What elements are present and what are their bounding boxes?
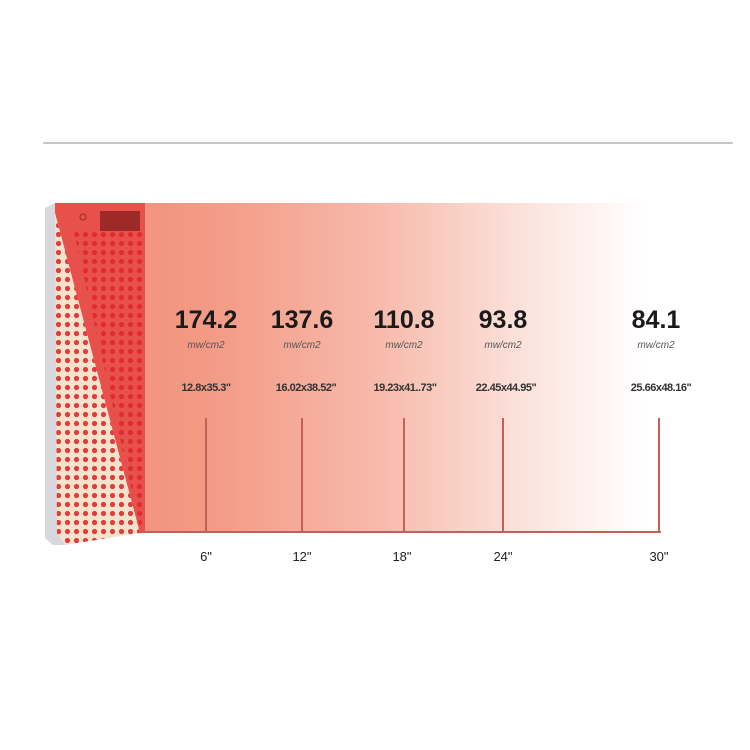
distance-label: 12": [292, 549, 312, 564]
irradiance-value: 174.2: [174, 306, 238, 334]
distance-marker-6: [205, 418, 207, 533]
irradiance-unit: mw/cm2: [385, 340, 423, 351]
distance-marker-18: [403, 418, 405, 533]
irradiance-value: 137.6: [270, 306, 334, 334]
coverage-area: 16.02x38.52": [275, 382, 337, 394]
distance-label: 30": [649, 549, 669, 564]
distance-marker-30: [658, 418, 660, 533]
distance-label: 6": [200, 549, 212, 564]
distance-marker-24: [502, 418, 504, 533]
irradiance-unit: mw/cm2: [637, 340, 675, 351]
irradiance-value: 110.8: [373, 306, 435, 334]
irradiance-value: 84.1: [631, 306, 681, 334]
distance-marker-12: [301, 418, 303, 533]
coverage-area: 12.8x35.3": [181, 382, 231, 394]
red-light-panel-device: [45, 203, 145, 545]
coverage-area: 25.66x48.16": [630, 382, 692, 394]
distance-label: 24": [493, 549, 513, 564]
irradiance-unit: mw/cm2: [283, 340, 321, 351]
light-gradient-panel: [55, 203, 695, 533]
coverage-area: 19.23x41..73": [373, 382, 437, 394]
distance-label: 18": [392, 549, 412, 564]
irradiance-unit: mw/cm2: [484, 340, 522, 351]
irradiance-value: 93.8: [478, 306, 528, 334]
irradiance-unit: mw/cm2: [187, 340, 225, 351]
divider: [43, 142, 733, 144]
coverage-area: 22.45x44.95": [475, 382, 537, 394]
